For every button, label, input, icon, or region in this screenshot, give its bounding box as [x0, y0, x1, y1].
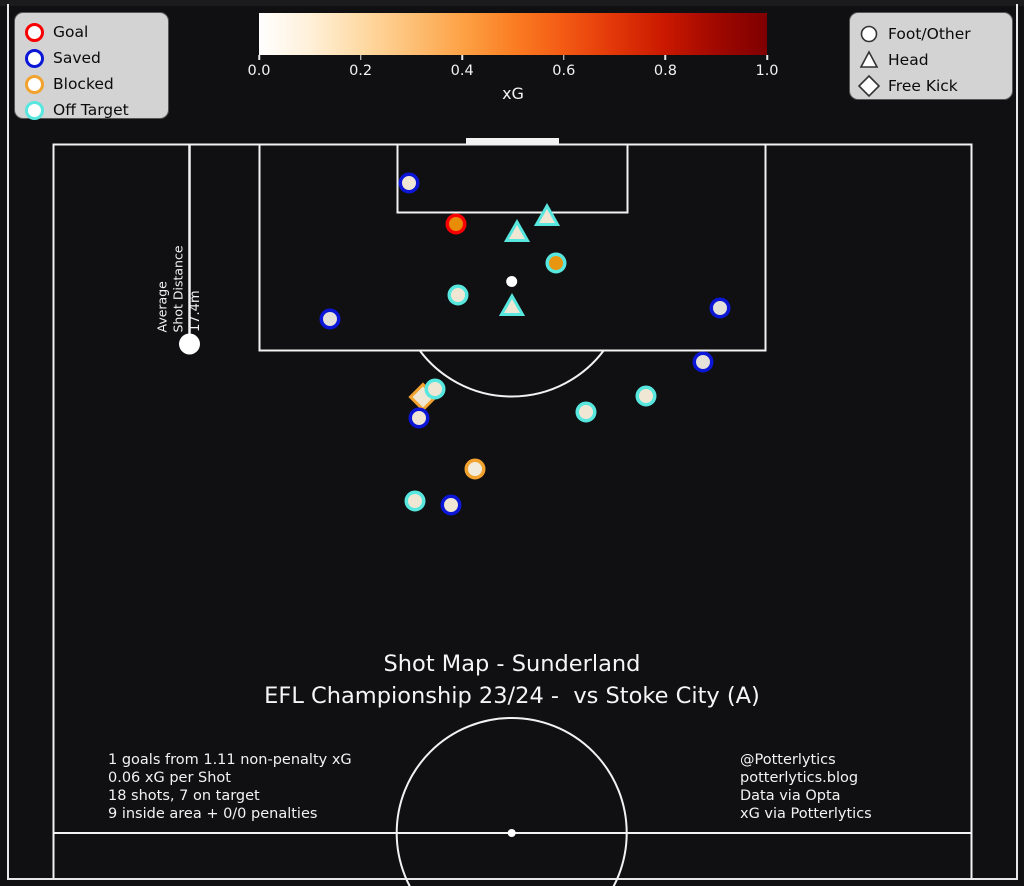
legend-outcome-row-saved: Saved	[15, 45, 168, 71]
freekick-diamond-icon	[850, 74, 888, 98]
avg-distance-label: Average Shot Distance	[154, 245, 186, 333]
legend-outcome-row-blocked: Blocked	[15, 71, 168, 97]
shot-marker-off_target	[503, 218, 531, 242]
center-spot	[507, 829, 516, 837]
credits-line: @Potterlytics	[740, 752, 836, 768]
stats-line: 0.06 xG per Shot	[108, 770, 231, 786]
goal-marker-icon	[15, 22, 53, 42]
avg-distance-dot	[179, 333, 200, 355]
tick-label: 1.0	[755, 63, 779, 79]
shot-marker-blocked	[464, 458, 486, 480]
tick-label: 0.8	[653, 63, 677, 79]
shot-marker-off_target	[635, 385, 657, 407]
shot-marker-saved	[408, 407, 430, 429]
foot-circle-icon	[850, 23, 888, 45]
stats-summary: 1 goals from 1.11 non-penalty xG 0.06 xG…	[108, 751, 352, 823]
credits-line: xG via Potterlytics	[740, 806, 872, 822]
colorbar-tick-labels: 0.0 0.2 0.4 0.6 0.8 1.0	[247, 63, 778, 81]
credits-line: Data via Opta	[740, 788, 841, 804]
saved-marker-icon	[15, 48, 53, 68]
tick-label: 0.2	[349, 63, 373, 79]
penalty-box	[258, 144, 767, 352]
tick-label: 0.0	[247, 63, 271, 79]
shot-marker-saved	[319, 308, 341, 330]
blocked-marker-icon	[15, 74, 53, 94]
xg-colorbar: 0.0 0.2 0.4 0.6 0.8 1.0 xG	[247, 13, 779, 103]
legend-label: Head	[888, 51, 929, 69]
tick-label: 0.6	[552, 63, 576, 79]
title-line-2: EFL Championship 23/24 - vs Stoke City (…	[264, 683, 760, 709]
legend-label: Goal	[53, 23, 89, 41]
legend-label: Blocked	[53, 75, 114, 93]
figure-top-strip	[0, 0, 1024, 6]
six-yard-box	[396, 144, 629, 214]
legend-outcome-row-offtarget: Off Target	[15, 97, 168, 123]
legend-label: Foot/Other	[888, 25, 971, 43]
pitch-boundary	[52, 143, 973, 878]
pitch-spots	[179, 276, 518, 837]
title-line-1: Shot Map - Sunderland	[383, 651, 641, 677]
shot-marker-off_target	[498, 292, 526, 316]
colorbar-tickmarks	[258, 55, 768, 61]
legend-outcome-row-goal: Goal	[15, 19, 168, 45]
legend-type-row-head: Head	[850, 47, 1012, 73]
shot-marker-goal	[445, 213, 467, 235]
shot-marker-saved	[398, 172, 420, 194]
shot-marker-off_target	[575, 401, 597, 423]
legend-label: Saved	[53, 49, 101, 67]
shot-marker-off_target	[424, 378, 446, 400]
legend-shot-type: Foot/Other Head Free Kick	[849, 12, 1013, 100]
legend-outcome: Goal Saved Blocked Off Target	[14, 12, 169, 120]
figure-frame	[7, 4, 1018, 880]
shot-marker-off_target	[447, 284, 469, 306]
legend-label: Free Kick	[888, 77, 958, 95]
shot-layer	[319, 172, 731, 516]
penalty-spot	[506, 276, 518, 287]
shot-marker-off_target	[545, 252, 567, 274]
shot-marker-off_target	[533, 202, 561, 226]
shot-marker-saved	[440, 494, 462, 516]
offtarget-marker-icon	[15, 100, 53, 120]
legend-type-row-foot: Foot/Other	[850, 21, 1012, 47]
shot-marker-saved	[709, 297, 731, 319]
legend-type-row-freekick: Free Kick	[850, 73, 1012, 99]
head-triangle-icon	[850, 49, 888, 71]
shot-marker-saved	[692, 351, 714, 373]
tick-label: 0.4	[450, 63, 474, 79]
stats-line: 18 shots, 7 on target	[108, 788, 260, 804]
penalty-arc	[418, 349, 605, 398]
stats-line: 1 goals from 1.11 non-penalty xG	[108, 752, 352, 768]
chart-title: Shot Map - Sunderland EFL Championship 2…	[0, 648, 1024, 712]
colorbar-axis-label: xG	[502, 84, 524, 103]
credits: @Potterlytics potterlytics.blog Data via…	[740, 751, 872, 823]
credits-line: potterlytics.blog	[740, 770, 859, 786]
stats-line: 9 inside area + 0/0 penalties	[108, 806, 318, 822]
legend-label: Off Target	[53, 101, 129, 119]
colorbar-gradient	[259, 13, 767, 55]
shot-marker-off_target	[404, 490, 426, 512]
center-circle	[395, 717, 628, 886]
avg-distance-value: 17.4m	[188, 290, 203, 332]
